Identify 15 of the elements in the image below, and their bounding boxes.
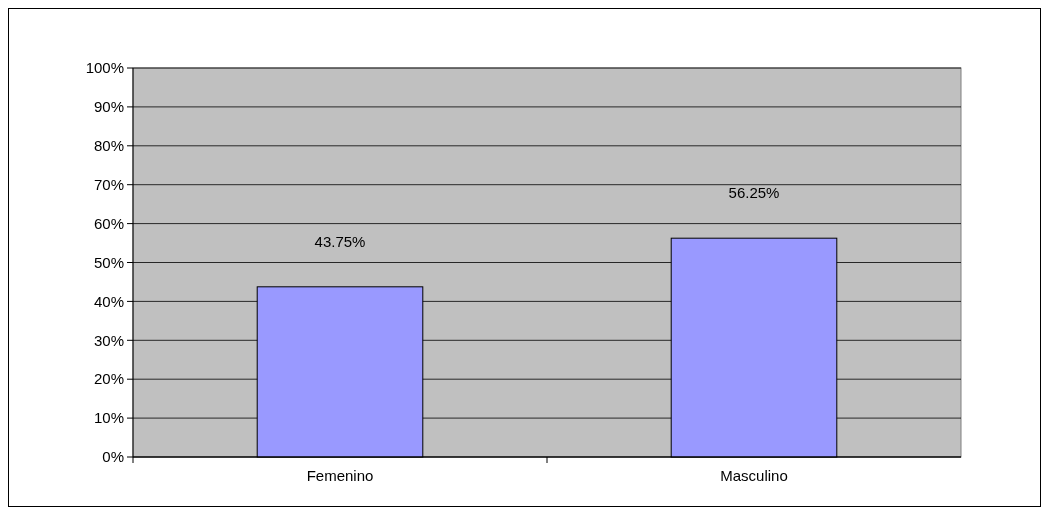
y-tick-label: 60% [93, 214, 124, 232]
y-tick-label: 0% [102, 448, 124, 466]
y-tick-label: 100% [85, 59, 124, 77]
x-tick-label: Femenino [306, 467, 374, 484]
x-tick-label: Masculino [720, 467, 788, 484]
data-label: 56.25% [728, 184, 780, 202]
y-tick-label: 90% [93, 98, 124, 116]
y-tick-label: 80% [93, 137, 124, 155]
y-tick-label: 30% [93, 331, 124, 349]
y-tick-label: 50% [93, 253, 124, 271]
y-tick-label: 40% [93, 292, 124, 310]
y-tick-label: 70% [93, 175, 124, 193]
y-tick-label: 10% [93, 409, 124, 427]
y-tick-label: 20% [93, 370, 124, 388]
data-label: 43.75% [314, 232, 366, 250]
